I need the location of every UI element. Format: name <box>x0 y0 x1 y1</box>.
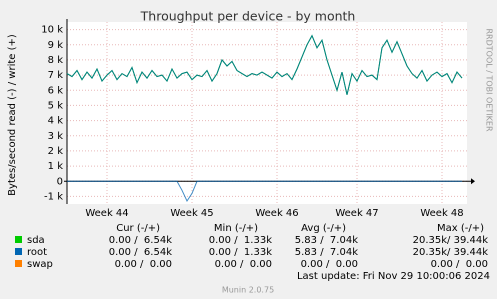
legend-stat: 0.00 / 6.54k <box>109 247 172 258</box>
series-line <box>66 34 463 95</box>
y-tick-label: 4 k <box>48 116 64 127</box>
y-tick-label: 0 <box>57 176 63 187</box>
legend-stat: 0.00 / 0.00 <box>301 259 358 270</box>
legend-stat: 0.00 / 6.54k <box>109 235 172 246</box>
x-tick-label: Week 47 <box>335 208 378 219</box>
y-tick-label: 6 k <box>48 85 64 96</box>
y-tick-label: 7 k <box>48 70 64 81</box>
legend-header: Min (-/+) <box>214 223 258 234</box>
legend-stat: 0.00 / 0.00 <box>115 259 172 270</box>
legend-header: Avg (-/+) <box>301 223 346 234</box>
x-tick-label: Week 48 <box>420 208 463 219</box>
legend-swatch <box>15 236 22 243</box>
y-tick-label: 8 k <box>48 55 64 66</box>
legend-name: swap <box>27 259 53 270</box>
y-tick-label: 2 k <box>48 146 64 157</box>
y-tick-label: 5 k <box>48 100 64 111</box>
legend-header: Cur (-/+) <box>116 223 160 234</box>
y-tick-label: 1 k <box>48 161 64 172</box>
x-tick-label: Week 44 <box>85 208 128 219</box>
legend-swatch <box>15 248 22 255</box>
legend-stat: 5.83 / 7.04k <box>295 235 358 246</box>
footer: Munin 2.0.75 <box>222 286 274 295</box>
legend-stat: 20.35k/ 39.44k <box>413 247 489 258</box>
legend-stat: 0.00 / 0.00 <box>431 259 488 270</box>
legend-header: Max (-/+) <box>437 223 484 234</box>
series-line <box>67 180 462 203</box>
legend-name: root <box>27 247 47 258</box>
legend-stat: 20.35k/ 39.44k <box>413 235 489 246</box>
legend-stat: 0.00 / 1.33k <box>209 247 272 258</box>
watermark: RRDTOOL / TOBI OETIKER <box>485 28 494 131</box>
y-tick-label: 9 k <box>48 40 64 51</box>
x-tick-label: Week 45 <box>170 208 213 219</box>
chart-title: Throughput per device - by month <box>140 9 356 24</box>
x-axis-arrow <box>471 178 475 185</box>
plot-area <box>67 22 467 204</box>
last-update: Last update: Fri Nov 29 10:00:06 2024 <box>297 271 490 282</box>
legend-swatch <box>15 260 22 267</box>
y-axis-label: Bytes/second read (-) / write (+) <box>7 34 18 196</box>
y-tick-label: 3 k <box>48 131 64 142</box>
y-tick-label: 10 k <box>41 25 63 36</box>
legend-stat: 0.00 / 0.00 <box>215 259 272 270</box>
y-tick-label: -1 k <box>44 191 63 202</box>
legend-stat: 0.00 / 1.33k <box>209 235 272 246</box>
x-tick-label: Week 46 <box>255 208 298 219</box>
legend-stat: 5.83 / 7.04k <box>295 247 358 258</box>
legend-name: sda <box>27 235 45 246</box>
